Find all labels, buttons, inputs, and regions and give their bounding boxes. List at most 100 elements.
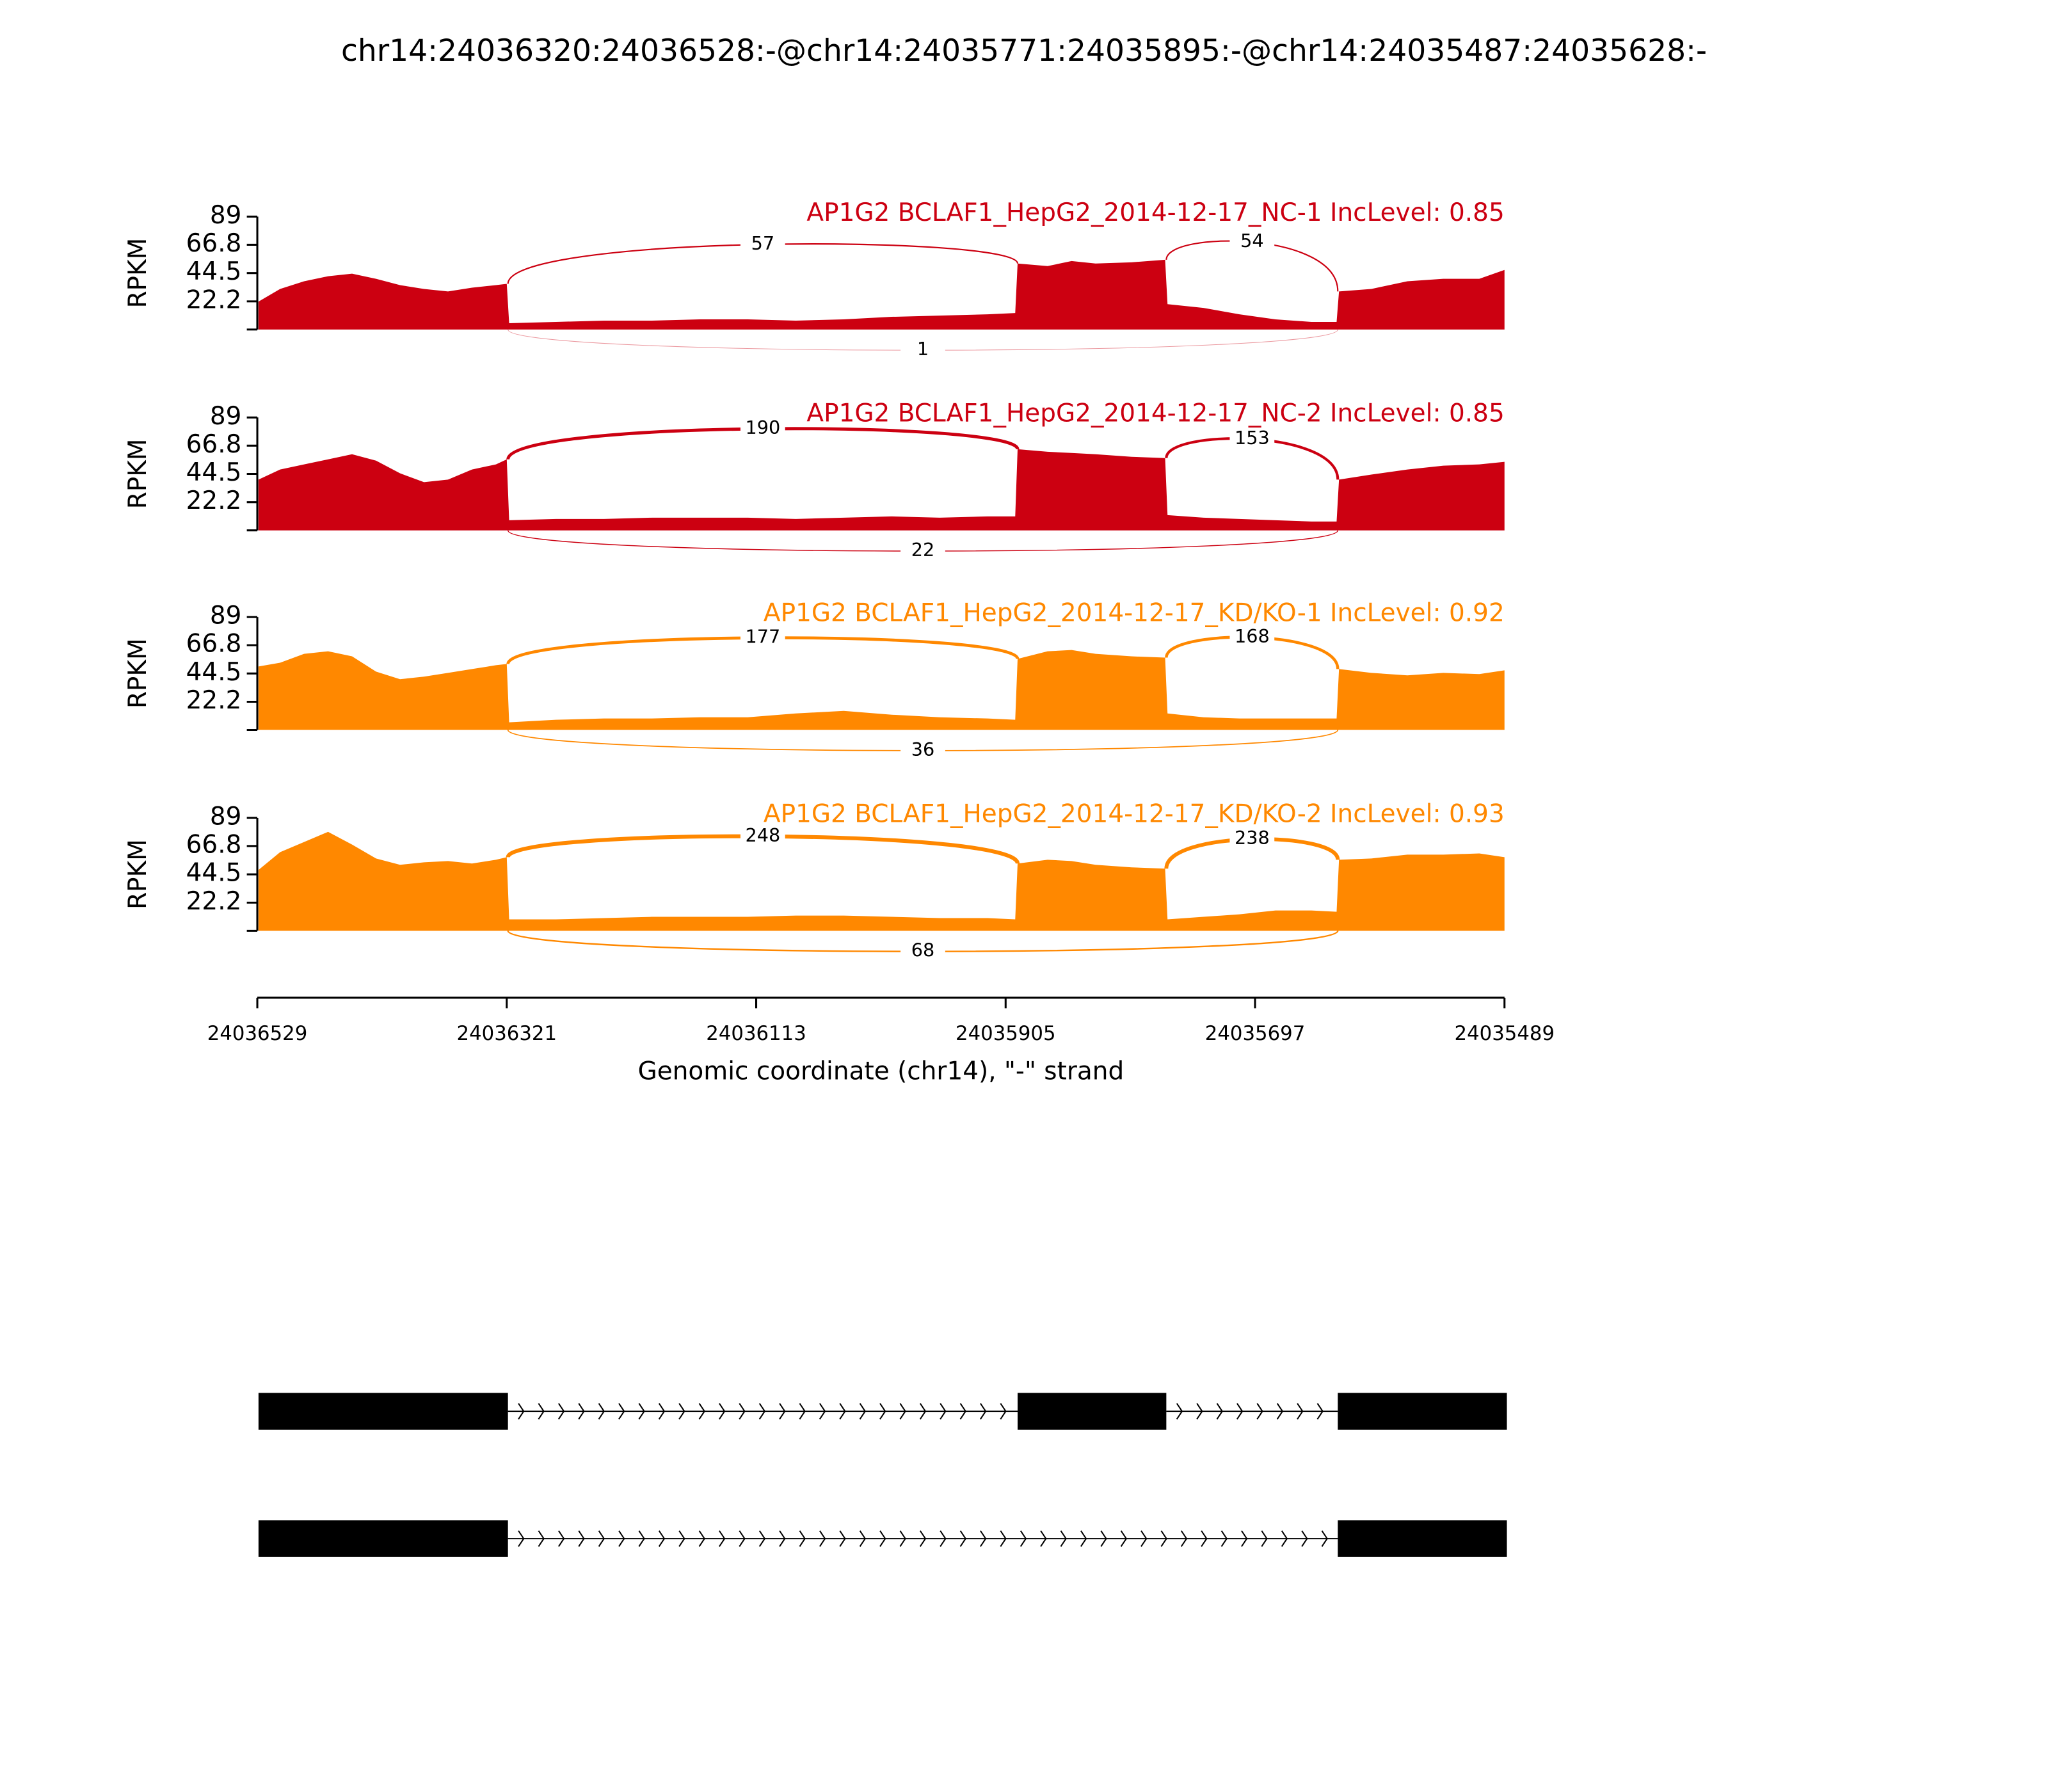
intron-chevron <box>1301 1530 1308 1547</box>
intron-chevron <box>698 1403 705 1420</box>
intron-chevron <box>980 1403 987 1420</box>
x-tick-label: 24036113 <box>706 1022 806 1045</box>
intron-chevron <box>578 1403 585 1420</box>
exon <box>258 1393 508 1430</box>
intron-chevron <box>538 1403 545 1420</box>
intron-chevron <box>598 1530 605 1547</box>
y-tick-label: 89 <box>210 802 242 831</box>
junction-label: 153 <box>1235 427 1270 449</box>
coverage-area <box>258 449 1505 531</box>
junction-label-box <box>900 941 945 963</box>
intron-chevron <box>1060 1530 1067 1547</box>
intron-chevron <box>779 1530 786 1547</box>
exon <box>1018 1393 1167 1430</box>
coverage-area <box>258 831 1505 931</box>
intron-chevron <box>839 1403 846 1420</box>
y-axis-label: RPKM <box>124 839 152 909</box>
intron-chevron <box>538 1530 545 1547</box>
track-label: AP1G2 BCLAF1_HepG2_2014-12-17_KD/KO-1 In… <box>764 599 1505 628</box>
y-tick-label: 44.5 <box>186 658 242 687</box>
intron-chevron <box>839 1530 846 1547</box>
junction-label-box <box>740 234 785 255</box>
intron-chevron <box>578 1530 585 1547</box>
junction-label-box <box>1229 627 1275 648</box>
track-label: AP1G2 BCLAF1_HepG2_2014-12-17_NC-2 IncLe… <box>806 399 1504 428</box>
intron-chevron <box>1220 1530 1228 1547</box>
junction-label: 68 <box>911 940 935 961</box>
intron-chevron <box>678 1530 685 1547</box>
intron-chevron <box>1176 1403 1183 1420</box>
intron-chevron <box>819 1403 826 1420</box>
intron-chevron <box>940 1403 947 1420</box>
y-tick-label: 89 <box>210 602 242 630</box>
x-tick-label: 24036529 <box>207 1022 308 1045</box>
junction-label-box <box>740 627 785 649</box>
junction-label-box <box>740 826 785 847</box>
x-tick-label: 24036321 <box>457 1022 557 1045</box>
intron-chevron <box>1316 1403 1324 1420</box>
x-tick-label: 24035489 <box>1455 1022 1555 1045</box>
intron-chevron <box>980 1530 987 1547</box>
y-axis-label: RPKM <box>124 238 152 308</box>
y-tick-label: 44.5 <box>186 257 242 286</box>
intron-chevron <box>1160 1530 1167 1547</box>
isoform <box>258 1520 1507 1557</box>
track-label: AP1G2 BCLAF1_HepG2_2014-12-17_NC-1 IncLe… <box>806 198 1504 227</box>
intron-chevron <box>658 1403 666 1420</box>
intron-chevron <box>1201 1530 1208 1547</box>
junction-label: 57 <box>751 232 775 254</box>
junction-label-box <box>1229 231 1275 253</box>
junction-label: 248 <box>745 824 780 846</box>
intron-chevron <box>1281 1530 1288 1547</box>
junction-label-box <box>1229 828 1275 850</box>
intron-chevron <box>1000 1530 1007 1547</box>
y-tick-label: 66.8 <box>186 430 242 459</box>
intron-chevron <box>1040 1530 1047 1547</box>
junction-label-box <box>900 339 945 361</box>
intron-chevron <box>758 1403 766 1420</box>
track: 22.244.566.889 RPKM AP1G2 BCLAF1_HepG2_201… <box>124 399 1505 562</box>
junction-label: 190 <box>745 417 780 438</box>
intron-chevron <box>1180 1530 1188 1547</box>
x-tick-label: 24035697 <box>1205 1022 1306 1045</box>
intron-chevron <box>719 1530 726 1547</box>
intron-chevron <box>638 1530 645 1547</box>
intron-chevron <box>618 1530 625 1547</box>
intron-chevron <box>557 1530 565 1547</box>
junction-label: 177 <box>745 626 780 648</box>
intron-chevron <box>1196 1403 1203 1420</box>
intron-chevron <box>1261 1530 1268 1547</box>
intron-chevron <box>598 1403 605 1420</box>
junction-label-box <box>900 540 945 562</box>
intron-chevron <box>1140 1530 1148 1547</box>
y-tick-label: 22.2 <box>186 887 242 916</box>
x-tick-label: 24035905 <box>956 1022 1056 1045</box>
intron-chevron <box>919 1530 927 1547</box>
chart-title: chr14:24036320:24036528:-@chr14:24035771… <box>341 33 1707 68</box>
x-axis-label: Genomic coordinate (chr14), "-" strand <box>638 1057 1124 1085</box>
intron-chevron <box>1297 1403 1304 1420</box>
junction-label-box <box>1229 428 1275 450</box>
intron-chevron <box>779 1403 786 1420</box>
exon <box>1338 1520 1507 1557</box>
exon <box>258 1520 508 1557</box>
intron-chevron <box>1256 1403 1263 1420</box>
intron-chevron <box>899 1530 906 1547</box>
junction-label: 22 <box>911 539 935 561</box>
intron-chevron <box>1236 1403 1244 1420</box>
intron-chevron <box>638 1403 645 1420</box>
y-tick-label: 22.2 <box>186 486 242 515</box>
intron-chevron <box>799 1403 806 1420</box>
intron-chevron <box>879 1530 886 1547</box>
junction-label: 238 <box>1235 827 1270 849</box>
y-tick-label: 44.5 <box>186 458 242 487</box>
y-tick-label: 44.5 <box>186 859 242 888</box>
intron-chevron <box>1080 1530 1087 1547</box>
intron-chevron <box>1020 1530 1027 1547</box>
intron-chevron <box>557 1403 565 1420</box>
intron-chevron <box>959 1530 966 1547</box>
intron-chevron <box>899 1403 906 1420</box>
junction-label-box <box>740 418 785 440</box>
exon <box>1338 1393 1507 1430</box>
